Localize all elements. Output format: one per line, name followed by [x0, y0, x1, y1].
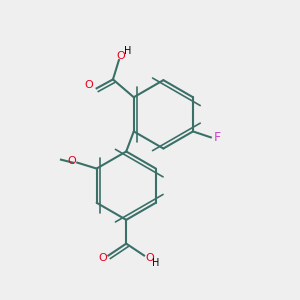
Text: O: O — [85, 80, 94, 90]
Text: O: O — [67, 156, 76, 166]
Text: H: H — [152, 258, 160, 268]
Text: H: H — [124, 46, 131, 56]
Text: O: O — [116, 51, 125, 61]
Text: O: O — [98, 254, 107, 263]
Text: O: O — [146, 254, 154, 263]
Text: F: F — [214, 131, 221, 144]
